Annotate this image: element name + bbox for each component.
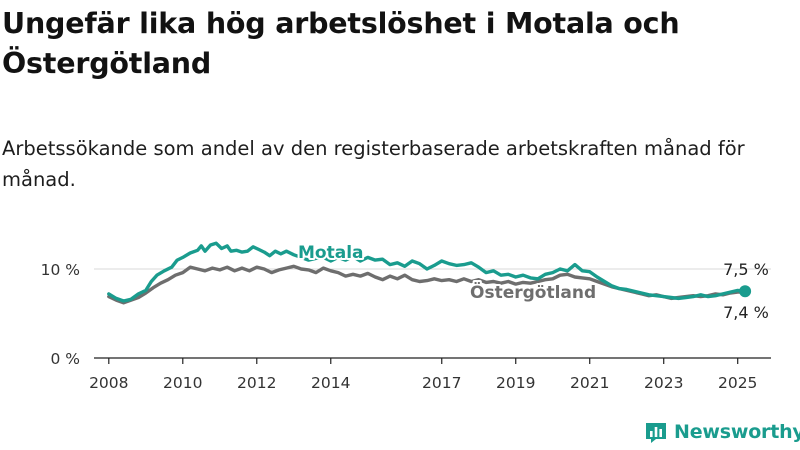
newsworthy-logo: Newsworthy bbox=[644, 420, 800, 444]
x-tick-label: 2014 bbox=[311, 374, 350, 392]
x-tick-label: 2012 bbox=[237, 374, 276, 392]
x-tick-label: 2008 bbox=[89, 374, 128, 392]
x-tick-label: 2021 bbox=[570, 374, 609, 392]
x-tick-label: 2017 bbox=[422, 374, 461, 392]
y-tick-label: 10 % bbox=[41, 261, 80, 279]
chart-subtitle: Arbetssökande som andel av den registerb… bbox=[2, 137, 745, 191]
end-value-label-ostergotland: 7,4 % bbox=[723, 303, 769, 322]
series-label-ostergotland: Östergötland bbox=[470, 281, 596, 303]
series-line-motala bbox=[107, 241, 747, 303]
x-tick-label: 2019 bbox=[496, 374, 535, 392]
chart-title: Ungefär lika hög arbetslöshet i Motala o… bbox=[2, 7, 680, 80]
series-line-ostergotland bbox=[107, 264, 747, 305]
x-tick-label: 2010 bbox=[163, 374, 202, 392]
end-value-label-motala: 7,5 % bbox=[723, 260, 769, 279]
x-tick-label: 2025 bbox=[718, 374, 757, 392]
series-label-motala: Motala bbox=[298, 243, 364, 263]
y-tick-label: 0 % bbox=[50, 350, 80, 368]
series-lines bbox=[107, 241, 752, 305]
axes: 0 % 10 % 2008 2010 2012 2014 2017 2019 2021 2023 2… bbox=[41, 261, 771, 392]
brand-name: Newsworthy bbox=[674, 421, 800, 443]
series-labels: Motala Östergötland 7,5 % 7,4 % bbox=[296, 241, 769, 322]
series-end-point-motala bbox=[739, 285, 752, 298]
bar-chart-icon bbox=[646, 423, 666, 443]
x-tick-label: 2023 bbox=[644, 374, 683, 392]
